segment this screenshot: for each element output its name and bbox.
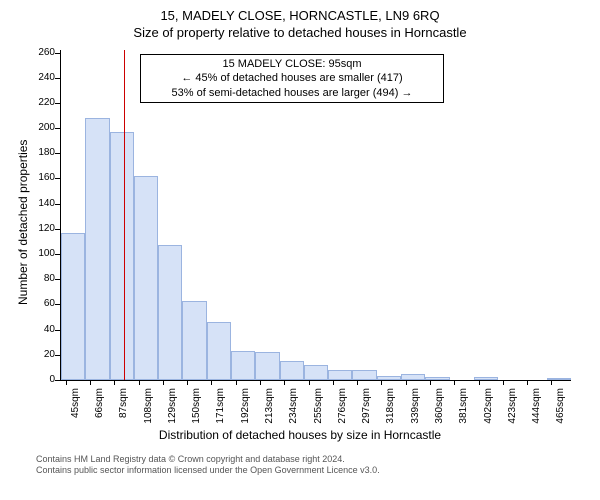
- x-tick-mark: [187, 380, 188, 385]
- x-tick-mark: [284, 380, 285, 385]
- y-tick-mark: [55, 153, 60, 154]
- x-tick-label: 402sqm: [483, 388, 494, 428]
- y-tick-label: 180: [25, 147, 55, 158]
- y-tick-mark: [55, 355, 60, 356]
- x-tick-label: 360sqm: [434, 388, 445, 428]
- attribution-line-1: Contains HM Land Registry data © Crown c…: [36, 454, 380, 465]
- x-tick-label: 150sqm: [191, 388, 202, 428]
- attribution-line-2: Contains public sector information licen…: [36, 465, 380, 476]
- x-tick-mark: [479, 380, 480, 385]
- y-tick-label: 220: [25, 97, 55, 108]
- x-tick-mark: [527, 380, 528, 385]
- x-tick-mark: [430, 380, 431, 385]
- y-tick-label: 100: [25, 248, 55, 259]
- y-tick-mark: [55, 229, 60, 230]
- y-tick-label: 0: [25, 374, 55, 385]
- x-tick-mark: [163, 380, 164, 385]
- x-tick-mark: [454, 380, 455, 385]
- histogram-bar: [352, 370, 376, 380]
- histogram-bar: [61, 233, 85, 380]
- y-tick-label: 80: [25, 273, 55, 284]
- x-tick-label: 444sqm: [531, 388, 542, 428]
- x-tick-label: 255sqm: [313, 388, 324, 428]
- x-tick-mark: [260, 380, 261, 385]
- x-tick-label: 171sqm: [215, 388, 226, 428]
- y-tick-mark: [55, 128, 60, 129]
- x-tick-label: 297sqm: [361, 388, 372, 428]
- x-tick-mark: [236, 380, 237, 385]
- y-tick-mark: [55, 254, 60, 255]
- histogram-bar: [328, 370, 352, 380]
- histogram-bar: [85, 118, 109, 380]
- y-tick-mark: [55, 380, 60, 381]
- page-title: 15, MADELY CLOSE, HORNCASTLE, LN9 6RQ: [0, 0, 600, 23]
- y-tick-mark: [55, 53, 60, 54]
- x-tick-mark: [406, 380, 407, 385]
- histogram-bar: [134, 176, 158, 380]
- x-tick-label: 192sqm: [240, 388, 251, 428]
- y-tick-mark: [55, 78, 60, 79]
- y-tick-mark: [55, 330, 60, 331]
- x-tick-mark: [114, 380, 115, 385]
- histogram-bar: [304, 365, 328, 380]
- y-tick-label: 200: [25, 122, 55, 133]
- histogram-bar: [231, 351, 255, 380]
- chart-plot-area: [60, 50, 571, 381]
- x-tick-label: 276sqm: [337, 388, 348, 428]
- histogram-bar: [158, 245, 182, 380]
- histogram-bar: [401, 374, 425, 380]
- x-tick-label: 381sqm: [458, 388, 469, 428]
- y-tick-mark: [55, 279, 60, 280]
- y-tick-mark: [55, 178, 60, 179]
- chart-subtitle: Size of property relative to detached ho…: [0, 23, 600, 40]
- histogram-bar: [280, 361, 304, 380]
- y-tick-label: 160: [25, 172, 55, 183]
- x-tick-mark: [551, 380, 552, 385]
- x-tick-label: 234sqm: [288, 388, 299, 428]
- x-tick-mark: [211, 380, 212, 385]
- x-tick-mark: [381, 380, 382, 385]
- y-tick-mark: [55, 304, 60, 305]
- attribution-text: Contains HM Land Registry data © Crown c…: [36, 454, 380, 476]
- x-tick-label: 45sqm: [70, 388, 81, 428]
- x-axis-label: Distribution of detached houses by size …: [0, 428, 600, 442]
- y-tick-label: 260: [25, 47, 55, 58]
- histogram-bar: [425, 377, 449, 380]
- x-tick-mark: [333, 380, 334, 385]
- x-tick-label: 66sqm: [94, 388, 105, 428]
- y-tick-label: 20: [25, 349, 55, 360]
- x-tick-mark: [503, 380, 504, 385]
- x-tick-mark: [139, 380, 140, 385]
- histogram-bar: [207, 322, 231, 380]
- x-tick-label: 465sqm: [555, 388, 566, 428]
- histogram-bar: [255, 352, 279, 380]
- histogram-bar: [377, 376, 401, 380]
- x-tick-label: 318sqm: [385, 388, 396, 428]
- x-tick-mark: [357, 380, 358, 385]
- x-tick-label: 213sqm: [264, 388, 275, 428]
- x-tick-label: 87sqm: [118, 388, 129, 428]
- x-tick-label: 108sqm: [143, 388, 154, 428]
- histogram-bar: [110, 132, 134, 380]
- y-tick-mark: [55, 103, 60, 104]
- x-tick-mark: [90, 380, 91, 385]
- histogram-bar: [547, 378, 571, 380]
- x-tick-mark: [309, 380, 310, 385]
- y-tick-label: 240: [25, 72, 55, 83]
- x-tick-mark: [66, 380, 67, 385]
- x-tick-label: 129sqm: [167, 388, 178, 428]
- property-marker-line: [124, 50, 125, 380]
- y-tick-label: 120: [25, 223, 55, 234]
- histogram-bar: [182, 301, 206, 380]
- x-tick-label: 423sqm: [507, 388, 518, 428]
- x-tick-label: 339sqm: [410, 388, 421, 428]
- y-tick-label: 40: [25, 324, 55, 335]
- histogram-bar: [474, 377, 498, 380]
- y-tick-label: 60: [25, 298, 55, 309]
- y-tick-mark: [55, 204, 60, 205]
- y-tick-label: 140: [25, 198, 55, 209]
